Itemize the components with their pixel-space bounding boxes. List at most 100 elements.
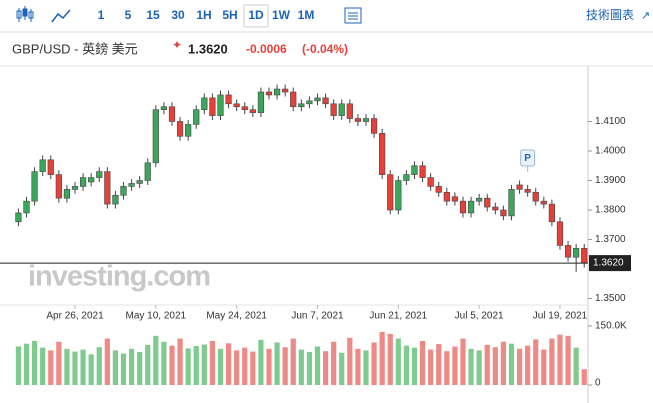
candle: [209, 93, 216, 121]
candle-body: [71, 186, 79, 190]
volume-bar: [64, 348, 70, 385]
interval-button[interactable]: 1D: [248, 8, 264, 22]
interval-button[interactable]: 5: [125, 8, 132, 22]
candle-icon[interactable]: [16, 6, 34, 22]
pair-title: GBP/USD - 英鎊 美元: [12, 41, 138, 56]
candle: [427, 173, 434, 191]
candle: [79, 173, 87, 191]
candle: [71, 181, 79, 194]
volume-bar: [120, 353, 127, 385]
candle: [540, 196, 547, 209]
volume-bar: [452, 346, 458, 385]
interval-button[interactable]: 5H: [222, 8, 237, 22]
x-tick-label: Jul 19, 2021: [533, 311, 588, 322]
volume-bar: [411, 347, 418, 385]
volume-bar: [339, 352, 345, 385]
candle: [193, 105, 200, 129]
interval-button[interactable]: 15: [146, 8, 160, 22]
candle-body: [104, 171, 111, 205]
volume-bar: [48, 350, 54, 385]
volume-bar: [96, 347, 102, 385]
y-tick-label: 1.3800: [595, 205, 626, 216]
volume-bar: [242, 347, 248, 385]
volume-bar: [573, 347, 579, 385]
candle: [395, 176, 402, 215]
x-tick-label: May 10, 2021: [126, 311, 187, 322]
candle: [370, 114, 378, 138]
volume-bar: [314, 346, 321, 385]
candle-body: [152, 109, 159, 164]
candle-body: [451, 196, 459, 202]
event-marker-label: P: [524, 153, 531, 164]
interval-button[interactable]: 1W: [272, 8, 291, 22]
candle-body: [282, 88, 289, 93]
candle: [217, 90, 224, 121]
candle-body: [15, 212, 22, 223]
candle: [241, 102, 248, 115]
volume-bar: [500, 341, 506, 385]
candle-body: [201, 97, 208, 111]
candle: [23, 196, 30, 218]
last-price-label: 1.3620: [593, 258, 624, 269]
candle: [492, 202, 499, 215]
tools-arrow[interactable]: ↗: [641, 10, 650, 22]
volume-bar: [80, 349, 86, 385]
candle-body: [362, 118, 370, 122]
volume-tick-label: 0: [595, 378, 601, 389]
candle: [15, 208, 22, 227]
candle-body: [540, 200, 547, 205]
candle: [273, 84, 281, 100]
candle: [265, 87, 273, 100]
volume-bar: [549, 338, 555, 385]
volume-bar: [428, 349, 434, 385]
candle-body: [47, 159, 54, 175]
candle: [63, 184, 71, 203]
candle: [338, 99, 345, 121]
volume-bar: [444, 351, 450, 385]
candle: [330, 99, 337, 121]
interval-button[interactable]: 1M: [298, 8, 315, 22]
volume-bar: [436, 344, 442, 385]
volume-bar: [468, 348, 474, 385]
candle: [322, 93, 329, 109]
candle-body: [403, 174, 410, 181]
x-tick-label: Jul 5, 2021: [455, 311, 504, 322]
volume-bar: [298, 349, 304, 385]
tools-link[interactable]: 技術圖表: [586, 8, 634, 22]
candle-body: [443, 192, 450, 202]
candle-body: [290, 91, 297, 108]
volume-bar: [177, 338, 183, 385]
candle: [564, 240, 572, 262]
candle-body: [249, 109, 256, 113]
candle-body: [185, 124, 192, 137]
volume-bar: [290, 338, 296, 385]
candle-body: [573, 248, 580, 258]
candle: [451, 192, 459, 206]
interval-button[interactable]: 30: [171, 8, 185, 22]
line-icon[interactable]: [51, 9, 71, 23]
candle: [419, 161, 426, 182]
candle-body: [387, 174, 394, 211]
interval-button[interactable]: 1: [98, 8, 105, 22]
candle-body: [508, 189, 515, 217]
star[interactable]: ✦: [172, 38, 182, 52]
volume-bar: [217, 348, 224, 385]
volume-bar: [234, 350, 240, 385]
active-interval-box: [243, 4, 269, 28]
candle: [144, 158, 151, 185]
candle-body: [209, 97, 216, 116]
volume-bar: [306, 351, 313, 385]
volume-bar: [557, 334, 563, 385]
candle: [548, 199, 555, 227]
candle-body: [31, 171, 38, 202]
candle: [508, 184, 515, 221]
candle: [379, 128, 386, 180]
candle-body: [338, 103, 345, 116]
candle: [516, 180, 523, 194]
candle-body: [346, 103, 353, 119]
candle-body: [476, 197, 483, 202]
interval-button[interactable]: 1H: [196, 8, 211, 22]
indicator-icon[interactable]: [344, 7, 362, 24]
